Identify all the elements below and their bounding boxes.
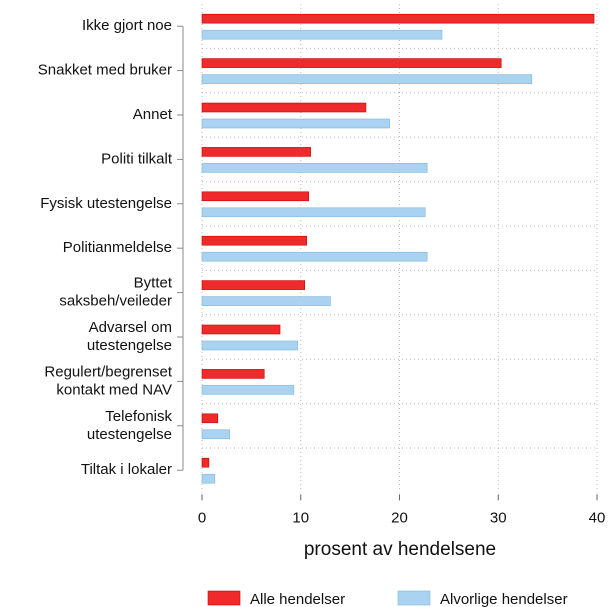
x-tick-label: 0	[198, 509, 206, 526]
y-tick-label: Politianmeldelse	[63, 239, 172, 256]
x-tick-label: 20	[391, 509, 408, 526]
bar	[201, 280, 305, 290]
y-tick-label: Fysisk utestengelse	[40, 195, 172, 212]
bar	[201, 457, 210, 468]
x-tick-label: 30	[490, 509, 507, 526]
bar	[201, 163, 428, 173]
x-axis-title: prosent av hendelsene	[304, 539, 496, 560]
y-tick-label: Advarsel om utestengelse	[87, 319, 172, 354]
y-tick-label: Ikke gjort noe	[82, 17, 172, 34]
bar	[201, 429, 230, 440]
x-tick-label: 10	[292, 509, 309, 526]
bar	[201, 207, 426, 218]
bar	[201, 385, 295, 395]
y-tick-label: Annet	[133, 106, 173, 123]
bar	[201, 340, 299, 351]
bar	[201, 191, 309, 202]
legend-label: Alle hendelser	[250, 591, 345, 607]
bar	[201, 413, 219, 424]
bar	[201, 369, 265, 379]
y-tick-label: Snakket med bruker	[38, 62, 172, 79]
bar	[201, 324, 281, 335]
bar	[201, 296, 331, 306]
bar	[201, 58, 502, 68]
bar	[201, 29, 443, 40]
bar	[201, 473, 216, 484]
y-tick-label: Telefonisk utestengelse	[87, 408, 173, 443]
bar	[201, 74, 533, 84]
legend-swatch	[397, 590, 431, 606]
legend-label: Alvorlige hendelser	[440, 591, 568, 607]
x-tick-label: 40	[589, 509, 606, 526]
bar	[201, 235, 307, 246]
bar	[201, 147, 311, 157]
y-tick-label: Byttet saksbeh/veileder	[59, 275, 172, 310]
bar	[201, 102, 367, 113]
bar	[201, 13, 595, 24]
y-tick-label: Regulert/begrenset kontakt med NAV	[44, 363, 172, 398]
y-tick-label: Politi tilkalt	[101, 150, 173, 167]
bar	[201, 251, 428, 262]
bar	[201, 118, 390, 129]
legend-swatch	[207, 590, 241, 606]
y-tick-label: Tiltak i lokaler	[81, 461, 172, 478]
